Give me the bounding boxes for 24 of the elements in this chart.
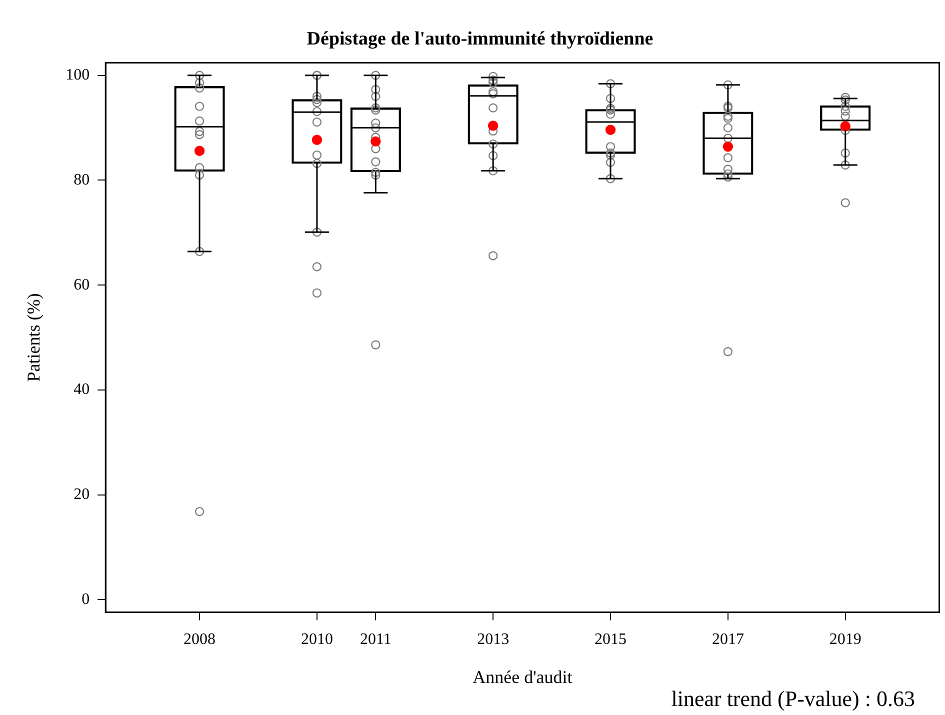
point xyxy=(722,142,734,152)
text: linear trend (P-value) : 0.63 xyxy=(671,686,915,711)
x-tick-label: 2011 xyxy=(360,631,392,648)
point xyxy=(312,134,322,145)
x-tick-label: 2019 xyxy=(829,631,862,648)
y-tick-label: 60 xyxy=(74,276,90,294)
y-tick-label: 0 xyxy=(82,590,90,608)
x-tick-label: 2008 xyxy=(184,631,216,648)
chart-title: Dépistage de l'auto-immunité thyroïdienne xyxy=(306,28,654,50)
point xyxy=(840,121,850,132)
x-axis-title: Année d'audit xyxy=(472,666,572,687)
x-tick-label: 2017 xyxy=(712,631,744,648)
y-tick-label: 40 xyxy=(74,381,90,398)
point xyxy=(605,124,616,136)
y-axis-title: Patients (%) xyxy=(24,293,44,382)
point xyxy=(194,146,205,156)
x-tick-label: 2010 xyxy=(300,631,333,648)
y-tick-label: 100 xyxy=(66,66,90,84)
x-tick-label: 2013 xyxy=(477,631,510,648)
y-tick-label: 80 xyxy=(74,171,90,188)
x-tick-label: 2015 xyxy=(594,631,627,648)
point xyxy=(370,136,381,147)
y-tick-label: 20 xyxy=(74,486,90,503)
point xyxy=(488,120,498,131)
